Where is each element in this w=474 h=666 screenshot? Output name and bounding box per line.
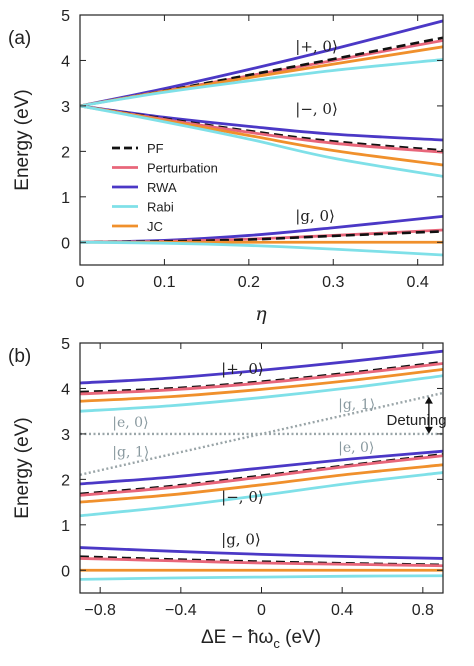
- detuning-label: Detuning: [387, 412, 447, 429]
- series-line-rwa: [80, 449, 443, 486]
- series-line-rabi: [80, 240, 443, 257]
- detuning-arrow-head: [424, 426, 433, 434]
- state-label: |+, 0⟩: [221, 360, 264, 378]
- series-line-rwa: [80, 19, 443, 108]
- detuning-arrow-head: [424, 396, 433, 404]
- series-line-perturbation: [80, 228, 443, 244]
- series-line-rabi: [80, 374, 443, 413]
- panel-a: (a) 0 0.1 0.2 0.3 0.4 0 1 2 3 4 5 |+, 0⟩ |−, 0⟩ |g, …: [8, 8, 444, 325]
- series-line-pf: [80, 555, 443, 567]
- y-tick-label: 2: [61, 144, 70, 161]
- x-tick-label: 0.8: [412, 602, 434, 619]
- state-label: |g, 0⟩: [295, 207, 335, 225]
- panel-b-label: (b): [8, 346, 31, 367]
- legend-label-perturbation: Perturbation: [147, 161, 218, 176]
- legend-label-pf: PF: [147, 141, 164, 156]
- x-tick-label: 0.2: [238, 274, 260, 291]
- series-line-jc: [80, 367, 443, 403]
- panel-b-series: [80, 349, 443, 581]
- x-tick-label: 0.1: [153, 274, 175, 291]
- y-tick-label: 3: [61, 99, 70, 116]
- panel-b-ticks: −0.8 −0.4 0 0.4 0.8 0 1 2 3 4 5: [61, 336, 443, 619]
- state-label: |−, 0⟩: [295, 100, 338, 118]
- uncoupled-state-label: |e, 0⟩: [338, 440, 374, 456]
- panel-a-label: (a): [8, 28, 31, 49]
- y-tick-label: 5: [61, 336, 70, 353]
- x-tick-label: 0.4: [331, 602, 353, 619]
- x-tick-label: 0.4: [407, 274, 429, 291]
- panel-a-annotations: |+, 0⟩ |−, 0⟩ |g, 0⟩: [295, 37, 338, 225]
- series-line-perturbation: [80, 362, 443, 396]
- y-tick-label: 4: [61, 53, 70, 70]
- panel-b-x-axis-label-main: ΔE − ħω: [201, 627, 274, 648]
- x-tick-label: 0.3: [322, 274, 344, 291]
- y-tick-label: 2: [61, 472, 70, 489]
- y-tick-label: 5: [61, 8, 70, 25]
- x-tick-label: −0.4: [165, 602, 197, 619]
- panel-a-x-axis-label: η: [255, 303, 267, 325]
- series-line-perturbation: [80, 557, 443, 568]
- panel-b-uncoupled-states: [80, 391, 443, 476]
- series-line-pf: [80, 360, 443, 394]
- y-tick-label: 1: [61, 190, 70, 207]
- state-label: |g, 0⟩: [221, 530, 261, 548]
- uncoupled-state-label: |e, 0⟩: [112, 415, 148, 431]
- series-line-rabi: [80, 471, 443, 518]
- state-label: |−, 0⟩: [221, 488, 264, 506]
- legend-label-jc: JC: [147, 219, 163, 234]
- panel-a-frame: [79, 14, 444, 266]
- y-tick-label: 3: [61, 427, 70, 444]
- x-tick-label: 0: [257, 602, 266, 619]
- uncoupled-state-label: |g, 1⟩: [112, 445, 149, 461]
- panel-b-x-axis-label-sub: c: [273, 636, 280, 651]
- series-line-rwa: [80, 349, 443, 385]
- series-line-rabi: [80, 58, 443, 108]
- legend-label-rwa: RWA: [147, 180, 177, 195]
- state-label: |+, 0⟩: [295, 37, 338, 55]
- panel-b-y-axis-label: Energy (eV): [12, 417, 33, 518]
- panel-a-y-axis-label: Energy (eV): [12, 89, 33, 190]
- series-line-jc: [80, 463, 443, 504]
- series-line-rwa: [80, 546, 443, 560]
- x-tick-label: −0.8: [84, 602, 116, 619]
- x-tick-label: 0: [76, 274, 85, 291]
- series-line-rabi: [80, 574, 443, 581]
- panel-b: (b) −0.8 −0.4 0 0.4 0.8 0 1 2 3 4 5 |+, 0⟩ |−, 0⟩ |g…: [8, 336, 447, 651]
- series-line-rabi: [80, 104, 443, 178]
- series-line-perturbation: [80, 454, 443, 497]
- y-tick-label: 1: [61, 518, 70, 535]
- legend: PF Perturbation RWA Rabi JC: [112, 141, 218, 234]
- panel-b-annotations: |+, 0⟩ |−, 0⟩ |g, 0⟩ Detuning |e, 0⟩ |g, 1⟩ |g…: [112, 360, 446, 548]
- y-tick-label: 4: [61, 381, 70, 398]
- uncoupled-line: [80, 391, 443, 476]
- panel-b-x-axis-label-unit: (eV): [280, 627, 321, 648]
- uncoupled-state-label: |g, 1⟩: [338, 397, 375, 413]
- panel-a-ticks: 0 0.1 0.2 0.3 0.4 0 1 2 3 4 5: [61, 8, 443, 291]
- panel-b-x-axis-label: ΔE − ħωc (eV): [201, 627, 321, 651]
- legend-label-rabi: Rabi: [147, 200, 174, 215]
- y-tick-label: 0: [61, 235, 70, 252]
- y-tick-label: 0: [61, 563, 70, 580]
- panel-a-series: [80, 19, 443, 257]
